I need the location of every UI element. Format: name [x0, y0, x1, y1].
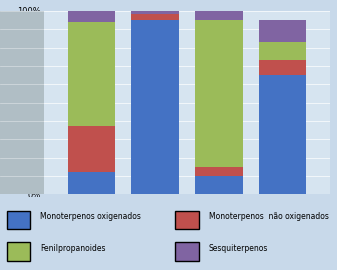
Bar — [259, 60, 306, 75]
Bar — [259, 20, 306, 42]
Bar — [259, 75, 306, 194]
Bar — [195, 176, 243, 194]
Text: Sesquiterpenos: Sesquiterpenos — [209, 244, 268, 253]
Bar — [259, 42, 306, 60]
Text: Monoterpenos  não oxigenados: Monoterpenos não oxigenados — [209, 212, 329, 221]
Bar — [195, 11, 243, 20]
FancyBboxPatch shape — [7, 242, 30, 261]
Bar — [131, 15, 179, 20]
Bar — [68, 126, 115, 172]
Text: Monoterpenos oxigenados: Monoterpenos oxigenados — [40, 212, 141, 221]
FancyBboxPatch shape — [7, 211, 30, 229]
FancyBboxPatch shape — [175, 242, 199, 261]
Bar — [68, 172, 115, 194]
Text: Fenilpropanoides: Fenilpropanoides — [40, 244, 106, 253]
Bar — [131, 11, 179, 15]
Bar — [68, 22, 115, 126]
Bar — [68, 11, 115, 22]
Bar — [195, 20, 243, 167]
Bar — [195, 167, 243, 176]
Bar — [131, 20, 179, 194]
FancyBboxPatch shape — [175, 211, 199, 229]
